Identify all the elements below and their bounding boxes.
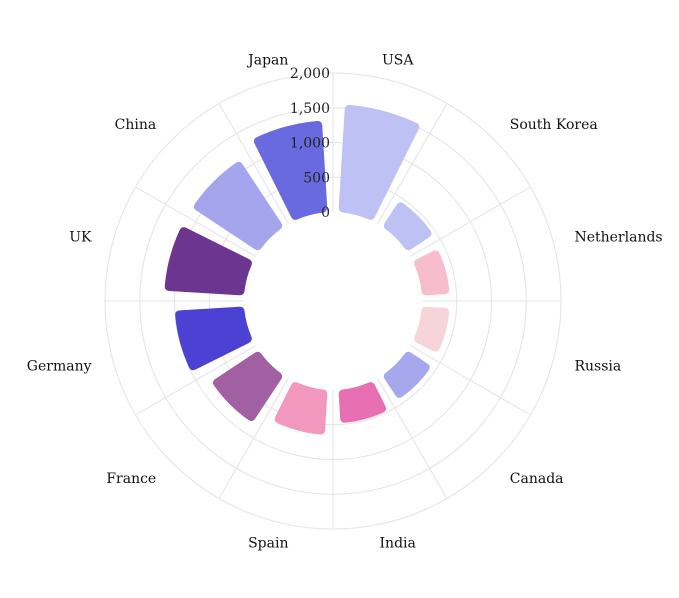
category-label-china: China [115, 117, 157, 133]
grid-spoke [218, 103, 289, 225]
inner-disc [245, 213, 421, 389]
grid-layer [104, 72, 562, 530]
grid-spoke [409, 345, 531, 416]
radial-tick-label: 2,000 [290, 66, 330, 82]
bar-china[interactable] [193, 161, 283, 251]
grid-spoke [135, 186, 257, 257]
grid-spoke [135, 345, 257, 416]
grid-spoke [218, 377, 289, 499]
radial-tick-label: 1,500 [290, 101, 330, 117]
category-label-spain: Spain [248, 535, 288, 551]
bar-germany[interactable] [175, 306, 252, 371]
bar-india[interactable] [338, 382, 387, 423]
category-label-canada: Canada [510, 471, 564, 487]
bar-netherlands[interactable] [414, 250, 450, 296]
category-label-russia: Russia [574, 359, 621, 375]
category-label-south-korea: South Korea [510, 117, 598, 133]
bar-usa[interactable] [338, 104, 420, 220]
radial-tick-label: 500 [303, 170, 330, 186]
bar-japan[interactable] [253, 120, 328, 220]
category-label-netherlands: Netherlands [574, 229, 662, 245]
category-label-germany: Germany [27, 359, 92, 375]
grid-spoke [377, 377, 448, 499]
bar-spain[interactable] [274, 382, 328, 435]
grid-spoke [409, 186, 531, 257]
bar-uk[interactable] [164, 227, 252, 296]
radial-tick-label: 1,000 [290, 136, 330, 152]
category-label-uk: UK [69, 229, 92, 245]
category-label-japan: Japan [246, 53, 288, 69]
category-label-india: India [380, 535, 416, 551]
bar-france[interactable] [212, 351, 283, 422]
category-label-france: France [106, 471, 156, 487]
grid-spoke [377, 103, 448, 225]
category-label-usa: USA [382, 53, 414, 69]
bar-russia[interactable] [414, 306, 450, 352]
bar-layer [164, 104, 450, 435]
category-label-layer: USA South Korea Netherlands Russia Canada Ind… [27, 53, 663, 552]
radial-tick-layer: 0 500 1,000 1,500 2,000 [290, 66, 330, 221]
bar-south-korea[interactable] [383, 202, 432, 251]
radial-tick-label: 0 [321, 205, 330, 221]
bar-canada[interactable] [383, 351, 430, 398]
